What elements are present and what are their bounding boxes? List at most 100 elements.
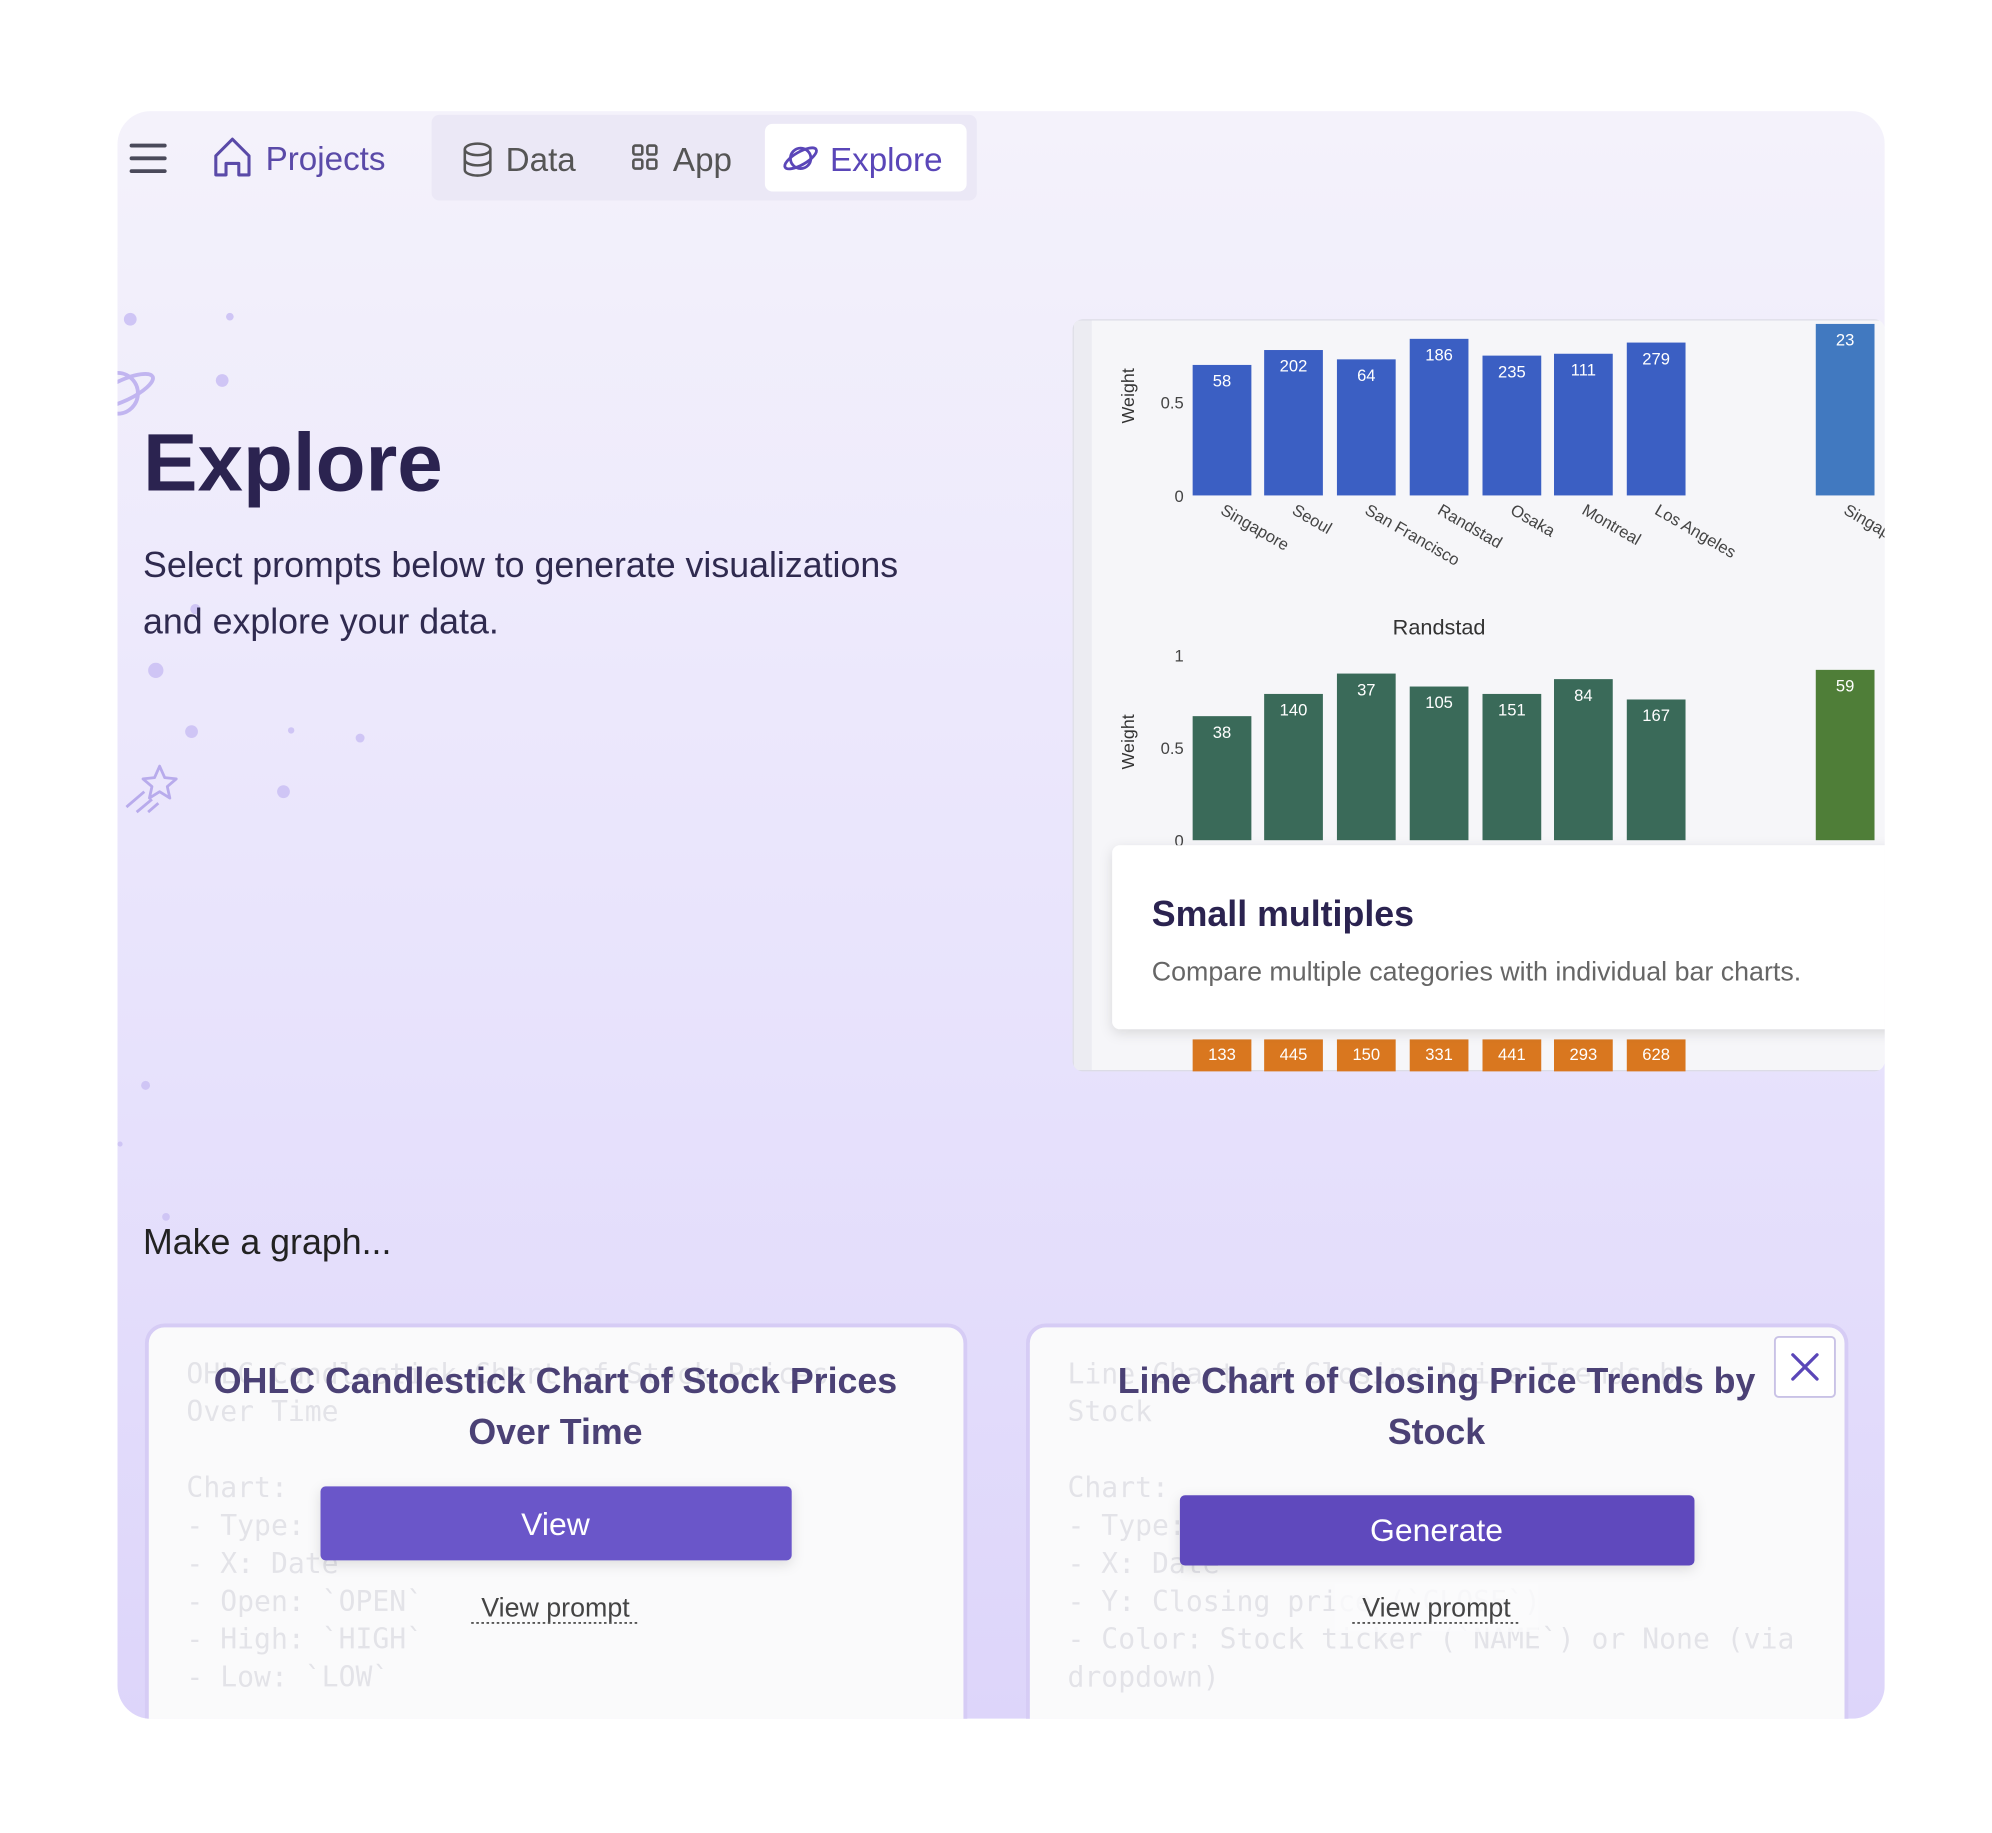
chart-title: Randstad <box>1393 615 1486 640</box>
bar-partial <box>1554 1039 1613 1072</box>
bar-label: 64 <box>1357 366 1375 385</box>
prompt-title: OHLC Candlestick Chart of Stock Prices <box>214 1361 897 1401</box>
section-title: Make a graph... <box>143 1222 391 1262</box>
nav-tab[interactable]: Data <box>506 142 577 179</box>
prompt-title: Stock <box>1388 1412 1485 1452</box>
prompt-code-line: Line Chart of Closing Price Trends by <box>1068 1357 1693 1390</box>
prompt-code-line: - X: Date <box>186 1547 338 1580</box>
bar-label: 59 <box>1836 677 1854 696</box>
bar-partial <box>1264 1039 1323 1072</box>
link-label: View prompt <box>1362 1593 1511 1623</box>
button-background <box>320 1486 792 1561</box>
home-icon <box>214 137 251 177</box>
preview-caption: Small multiples Compare multiple categor… <box>1112 845 1885 1030</box>
bar <box>1482 693 1542 841</box>
bar-label: 628 <box>1642 1045 1670 1064</box>
prompt-code-line: - Type: <box>1068 1509 1186 1542</box>
bar-partial <box>1409 1039 1469 1072</box>
bar-label: 235 <box>1498 362 1526 381</box>
explore-icon <box>783 146 818 171</box>
prompt-code-line: - Low: `LOW` <box>186 1661 389 1694</box>
prompt-code-line: Chart: <box>186 1471 287 1504</box>
bar <box>1336 359 1396 496</box>
bar <box>1554 353 1613 496</box>
bar-label: 105 <box>1425 693 1453 712</box>
y-tick-label: 1 <box>1174 646 1183 665</box>
app-icon <box>632 144 658 170</box>
bar-label: 293 <box>1570 1045 1598 1064</box>
nav-projects[interactable]: Projects <box>266 141 386 178</box>
bar <box>1815 669 1875 841</box>
prompt-code-line: Stock <box>1068 1395 1153 1428</box>
bar-label: 445 <box>1280 1045 1308 1064</box>
bar-label: 151 <box>1498 701 1526 720</box>
bar <box>1192 716 1252 841</box>
button-background <box>1179 1495 1695 1566</box>
data-icon <box>463 142 492 177</box>
bar-label: 186 <box>1425 346 1453 365</box>
bar-label: 140 <box>1280 701 1308 720</box>
y-tick-label: 0 <box>1174 487 1183 506</box>
decor-planet <box>117 370 155 416</box>
page-title: Explore <box>143 417 443 508</box>
view-prompt-link[interactable]: View prompt <box>471 1593 640 1624</box>
caption-description: Compare multiple categories with individ… <box>1152 957 1801 987</box>
prompt-title: Over Time <box>468 1412 642 1452</box>
bar <box>1626 342 1686 496</box>
bar-partial <box>1482 1039 1542 1072</box>
caption-card <box>1112 845 1885 1030</box>
bar <box>1626 699 1686 841</box>
prompt-cards: OHLC Candlestick Chart of Stock Prices Ov… <box>144 1323 1849 1719</box>
bar-label: 441 <box>1498 1045 1526 1064</box>
bar-label: 111 <box>1571 360 1596 379</box>
y-tick-label: 0.5 <box>1161 394 1184 413</box>
bar-label: 84 <box>1574 686 1592 705</box>
link-label: View prompt <box>481 1593 630 1623</box>
y-tick-label: 0 <box>1174 832 1183 851</box>
nav-tab-active[interactable]: Explore <box>830 142 943 179</box>
app-panel: Projects Data App Explore <box>117 111 1885 1719</box>
bar-label: 58 <box>1213 372 1231 391</box>
prompt-code-line: OHLC Candlestick Chart of Stock Prices <box>186 1357 828 1390</box>
button-label: View <box>521 1506 591 1542</box>
prompt-code-line: - High: `HIGH` <box>186 1623 423 1656</box>
bar <box>1264 350 1323 496</box>
bar-label: 167 <box>1642 706 1670 725</box>
prompt-button[interactable]: View <box>320 1486 792 1561</box>
bar <box>1336 673 1396 841</box>
decor-star <box>125 764 178 814</box>
bar-label: 38 <box>1213 723 1231 742</box>
preview-strip <box>1073 320 1092 1071</box>
y-tick-label: 0.5 <box>1161 739 1184 758</box>
bar-partial <box>1336 1039 1396 1072</box>
subtitle: Select prompts below to generate visuali… <box>143 545 898 585</box>
nav-tab[interactable]: App <box>673 142 732 179</box>
bar <box>1815 323 1875 496</box>
bar <box>1409 686 1469 841</box>
hamburger-menu[interactable] <box>129 143 167 174</box>
bar-label: 279 <box>1642 349 1670 368</box>
prompt-card: OHLC Candlestick Chart of Stock Prices Ov… <box>144 1323 968 1719</box>
prompt-code-line: - Open: `OPEN` <box>186 1585 423 1618</box>
bar-label: 202 <box>1280 357 1308 376</box>
bar-partial <box>1626 1039 1686 1072</box>
prompt-code-line: Chart: <box>1068 1471 1169 1504</box>
prompt-button[interactable]: Generate <box>1179 1495 1695 1566</box>
close-button[interactable] <box>1773 1335 1836 1398</box>
bar-label: 150 <box>1352 1045 1380 1064</box>
bar-label: 37 <box>1357 680 1375 699</box>
bar-label: 133 <box>1208 1045 1236 1064</box>
view-prompt-link[interactable]: View prompt <box>1334 1583 1539 1632</box>
close-icon <box>1791 1353 1819 1381</box>
button-label: Generate <box>1370 1512 1503 1548</box>
bar-partial <box>1192 1039 1252 1072</box>
bar-label: 331 <box>1425 1045 1453 1064</box>
y-axis-label: Weight <box>1118 714 1138 769</box>
bar <box>1554 679 1613 841</box>
decor-dots <box>117 312 365 1221</box>
prompt-card: Line Chart of Closing Price Trends by Sto… <box>1026 1323 1849 1719</box>
subtitle: and explore your data. <box>143 601 499 641</box>
bar <box>1192 364 1252 496</box>
